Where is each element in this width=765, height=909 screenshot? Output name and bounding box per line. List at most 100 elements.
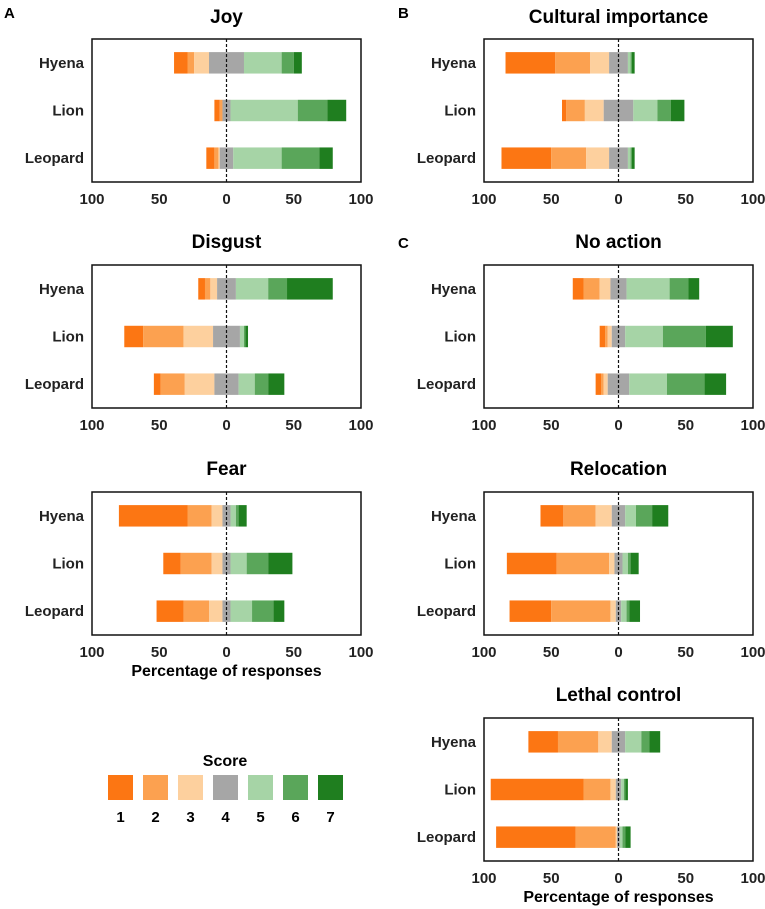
bar-leopard-score-7 (625, 826, 631, 848)
panel-title: Fear (206, 459, 247, 480)
x-tick-label: 100 (740, 644, 765, 661)
bar-leopard-score-3 (615, 826, 618, 848)
plot-frame (91, 264, 362, 409)
bar-leopard-score-1 (509, 600, 552, 622)
category-label: Leopard (25, 150, 84, 167)
bar-leopard-score-1 (153, 373, 161, 395)
legend-swatch-3 (178, 775, 203, 800)
bar-hyena-score-1 (505, 52, 556, 74)
bar-hyena-score-6 (281, 52, 294, 74)
bar-leopard-score-7 (319, 147, 333, 169)
bar-hyena-score-7 (238, 505, 247, 527)
plot-frame (483, 264, 754, 409)
x-tick-label: 50 (285, 644, 302, 661)
category-label: Leopard (417, 376, 476, 393)
bar-hyena-score-5 (625, 731, 642, 753)
bar-hyena-score-7 (631, 52, 635, 74)
bar-hyena-score-4 (611, 731, 626, 753)
panel-letter: B (398, 5, 409, 22)
bar-hyena-score-4 (610, 278, 627, 300)
bar-lion-score-6 (246, 552, 269, 575)
legend-swatch-4 (213, 775, 238, 800)
bar-lion-score-5 (621, 778, 624, 801)
bar-leopard-score-4 (609, 147, 628, 169)
legend-swatch-5 (248, 775, 273, 800)
panel-title: Lethal control (556, 685, 682, 706)
bar-leopard-score-5 (238, 373, 255, 395)
legend-label: 6 (291, 809, 299, 826)
x-tick-label: 100 (348, 644, 373, 661)
bar-lion-score-2 (180, 552, 212, 575)
bar-hyena-score-7 (688, 278, 700, 300)
bar-lion-score-2 (143, 325, 184, 348)
bar-hyena-score-7 (649, 731, 661, 753)
x-tick-label: 50 (151, 191, 168, 208)
bar-leopard-score-2 (551, 147, 587, 169)
bar-leopard-score-5 (233, 147, 282, 169)
bar-lion-score-6 (657, 99, 671, 122)
bar-lion-score-7 (268, 552, 293, 575)
bar-leopard-score-6 (281, 147, 320, 169)
x-axis-label: Percentage of responses (523, 889, 713, 906)
bar-hyena-score-5 (627, 52, 631, 74)
x-tick-label: 100 (471, 191, 496, 208)
x-tick-label: 100 (79, 644, 104, 661)
x-tick-label: 0 (222, 417, 230, 434)
bar-hyena-score-1 (174, 52, 188, 74)
bar-lion-score-6 (297, 99, 328, 122)
x-tick-label: 50 (677, 870, 694, 887)
legend-swatch-1 (108, 775, 133, 800)
bar-hyena-score-7 (293, 52, 302, 74)
panel-cultural-importance: Cultural importance B Hyena Lion Leopard 100 5… (398, 5, 765, 208)
bar-hyena-score-4 (222, 505, 231, 527)
bar-hyena-score-2 (204, 278, 211, 300)
bar-leopard-score-7 (273, 600, 285, 622)
x-tick-label: 50 (677, 191, 694, 208)
legend-label: 7 (326, 809, 334, 826)
bar-leopard-score-1 (501, 147, 552, 169)
panel-letter: A (4, 5, 15, 22)
bar-hyena-score-1 (118, 505, 188, 527)
bar-lion-score-7 (670, 99, 685, 122)
bar-lion-score-7 (705, 325, 733, 348)
panel-title: Joy (210, 7, 243, 28)
bar-leopard-score-2 (551, 600, 611, 622)
category-label: Lion (444, 556, 476, 573)
bar-hyena-score-3 (194, 52, 210, 74)
bar-lion-score-1 (490, 778, 584, 801)
panel-letter: C (398, 235, 409, 252)
bar-hyena-score-6 (268, 278, 288, 300)
panel-relocation: Relocation Hyena Lion Leopard 100 50 0 50 100 (417, 459, 765, 661)
bar-hyena-score-4 (609, 52, 628, 74)
x-tick-label: 0 (222, 644, 230, 661)
panel-title: Cultural importance (529, 7, 708, 28)
bar-lion-score-1 (599, 325, 606, 348)
legend-swatch-2 (143, 775, 168, 800)
x-tick-label: 50 (543, 870, 560, 887)
bar-lion-score-5 (230, 99, 298, 122)
bar-hyena-score-6 (641, 731, 650, 753)
bar-leopard-score-2 (214, 147, 219, 169)
bar-lion-score-3 (607, 325, 612, 348)
x-tick-label: 50 (285, 417, 302, 434)
bar-lion-score-7 (327, 99, 347, 122)
x-tick-label: 50 (151, 644, 168, 661)
bar-hyena-score-5 (235, 278, 269, 300)
bar-lion-score-2 (583, 778, 611, 801)
bar-leopard-score-5 (621, 600, 627, 622)
bar-hyena-score-2 (555, 52, 591, 74)
legend-swatch-6 (283, 775, 308, 800)
category-label: Hyena (39, 55, 85, 72)
bar-hyena-score-6 (630, 52, 632, 74)
bar-hyena-score-3 (211, 505, 223, 527)
bar-lion-score-2 (566, 99, 585, 122)
x-tick-label: 100 (740, 417, 765, 434)
x-tick-label: 100 (348, 417, 373, 434)
bar-leopard-score-5 (627, 147, 631, 169)
bar-hyena-score-6 (235, 505, 239, 527)
bar-lion-score-5 (239, 325, 244, 348)
x-tick-label: 0 (222, 191, 230, 208)
bar-leopard-score-3 (610, 600, 616, 622)
x-tick-label: 0 (614, 191, 622, 208)
bar-hyena-score-1 (528, 731, 558, 753)
